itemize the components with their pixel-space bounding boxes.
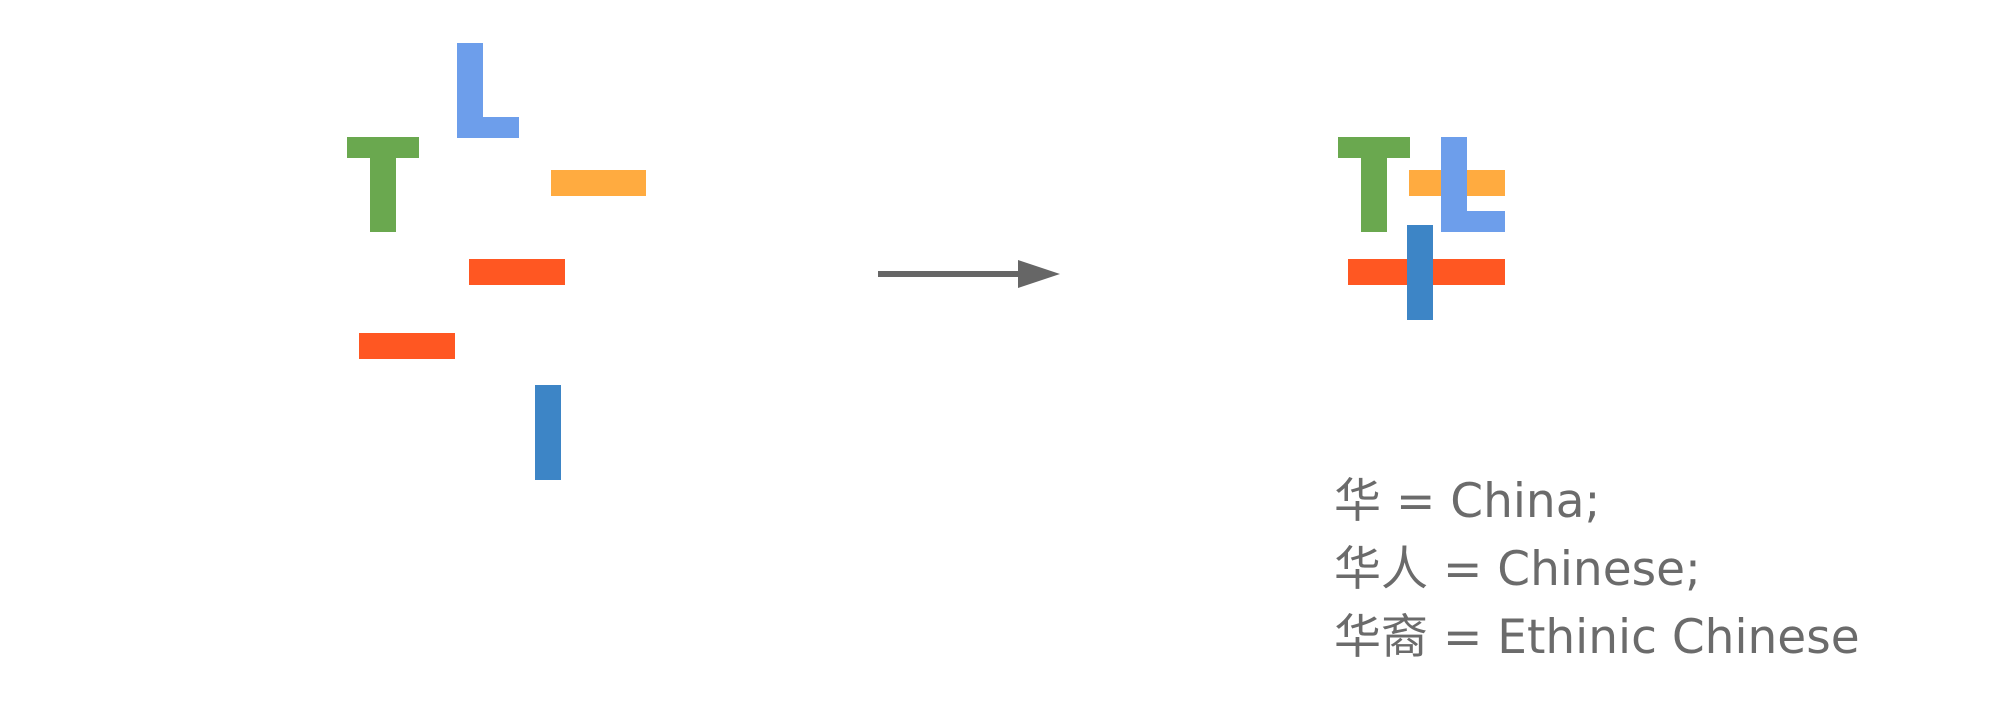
l-piece-foot	[457, 117, 519, 138]
caption-line-chinese: 华人 = Chinese;	[1334, 542, 1701, 597]
meaning-caption: 华 = China; 华人 = Chinese; 华裔 = Ethinic Ch…	[1334, 468, 1860, 672]
orange-bar	[551, 170, 646, 196]
arrow-head	[1018, 260, 1060, 288]
blue-bar	[535, 385, 561, 480]
caption-line-ethnic-chinese: 华裔 = Ethinic Chinese	[1334, 610, 1860, 665]
arrow-shaft	[878, 271, 1023, 277]
right-arrow-icon	[878, 260, 1060, 288]
assembled-l-foot	[1441, 211, 1505, 232]
caption-line-china: 华 = China;	[1334, 474, 1601, 529]
t-piece-stem	[370, 137, 396, 232]
assembled-t-stem	[1361, 137, 1387, 232]
red-bar-lower	[359, 333, 455, 359]
assembled-blue-bar	[1407, 225, 1433, 320]
red-bar-upper	[469, 259, 565, 285]
